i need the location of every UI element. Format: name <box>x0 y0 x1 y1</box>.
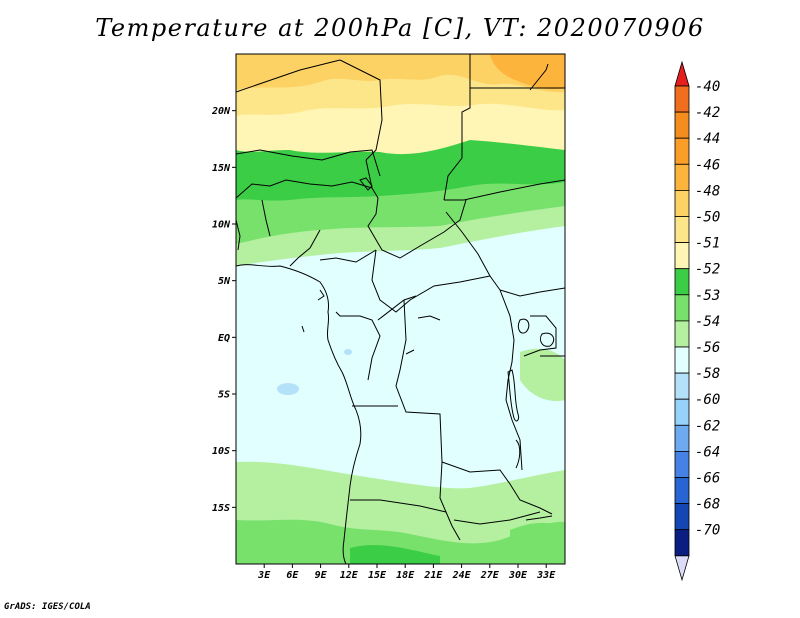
longitude-tick-labels: 3E 6E 9E 12E 15E 18E 21E 24E 27E 30E 33E <box>257 570 556 581</box>
colorbar-swatch <box>674 450 690 478</box>
colorbar-label: -53 <box>695 288 720 304</box>
lat-label: 10N <box>212 220 231 231</box>
colorbar-swatch <box>674 163 690 191</box>
lat-label: 5S <box>218 390 230 401</box>
colorbar-label: -44 <box>695 131 720 147</box>
colorbar-swatch <box>674 137 690 165</box>
colorbar-label: -40 <box>695 79 720 95</box>
map-borders <box>236 54 565 564</box>
colorbar-label: -54 <box>695 314 720 330</box>
colorbar-label: -64 <box>695 444 720 460</box>
colorbar-swatch <box>674 372 690 400</box>
colorbar-label: -52 <box>695 262 720 278</box>
colorbar-swatch <box>674 529 690 557</box>
lon-label: 18E <box>396 570 415 581</box>
lat-label: 20N <box>211 106 231 117</box>
colorbar-label: -60 <box>695 392 720 408</box>
axis-ticks <box>232 110 547 568</box>
colorbar: -40 -42 -44 -46 -48 -50 -51 -52 -53 -54 -56 -58 -60 -… <box>674 60 720 582</box>
lon-label: 27E <box>480 570 500 581</box>
map-frame <box>235 53 566 565</box>
lat-label: 15N <box>212 163 231 174</box>
lat-label: 10S <box>212 446 230 457</box>
lon-label: 21E <box>423 570 443 581</box>
colorbar-label: -48 <box>695 183 720 199</box>
lon-label: 3E <box>257 570 271 581</box>
map-title: Temperature at 200hPa [C], VT: 202007090… <box>95 14 705 42</box>
colorbar-swatch <box>674 398 690 426</box>
grads-credit: GrADS: IGES/COLA <box>4 602 91 612</box>
lon-label: 33E <box>536 570 556 581</box>
colorbar-swatch <box>674 216 690 244</box>
colorbar-label: -68 <box>695 497 720 513</box>
colorbar-swatch <box>674 477 690 505</box>
colorbar-label: -50 <box>695 210 720 226</box>
lat-label: 5N <box>218 276 231 287</box>
colorbar-bottom-arrow <box>674 555 690 582</box>
colorbar-swatch <box>674 268 690 296</box>
colorbar-label: -42 <box>695 105 720 121</box>
colorbar-label: -51 <box>695 236 720 252</box>
lon-label: 9E <box>315 570 328 581</box>
lon-label: 24E <box>452 570 472 581</box>
colorbar-label: -66 <box>695 471 720 487</box>
colorbar-swatch <box>674 346 690 374</box>
temperature-field <box>236 54 565 564</box>
colorbar-label: -70 <box>695 523 720 539</box>
lon-label: 12E <box>340 570 359 581</box>
colorbar-swatch <box>674 189 690 217</box>
latitude-tick-labels: 20N 15N 10N 5N EQ 5S 10S 15S <box>211 106 231 514</box>
lat-label: EQ <box>218 333 230 344</box>
colorbar-swatch <box>674 294 690 322</box>
colorbar-swatch <box>674 111 690 139</box>
lon-label: 30E <box>508 570 528 581</box>
colorbar-swatch <box>674 503 690 531</box>
colorbar-swatch <box>674 242 690 270</box>
colorbar-label: -56 <box>695 340 720 356</box>
colorbar-top-arrow <box>674 60 690 87</box>
colorbar-label: -46 <box>695 157 720 173</box>
colorbar-swatch <box>674 424 690 452</box>
colorbar-label: -58 <box>695 366 720 382</box>
colorbar-label: -62 <box>695 418 720 434</box>
lat-label: 15S <box>212 503 230 514</box>
lon-label: 6E <box>286 570 299 581</box>
lon-label: 15E <box>368 570 387 581</box>
colorbar-swatch <box>674 85 690 113</box>
colorbar-swatch <box>674 320 690 348</box>
